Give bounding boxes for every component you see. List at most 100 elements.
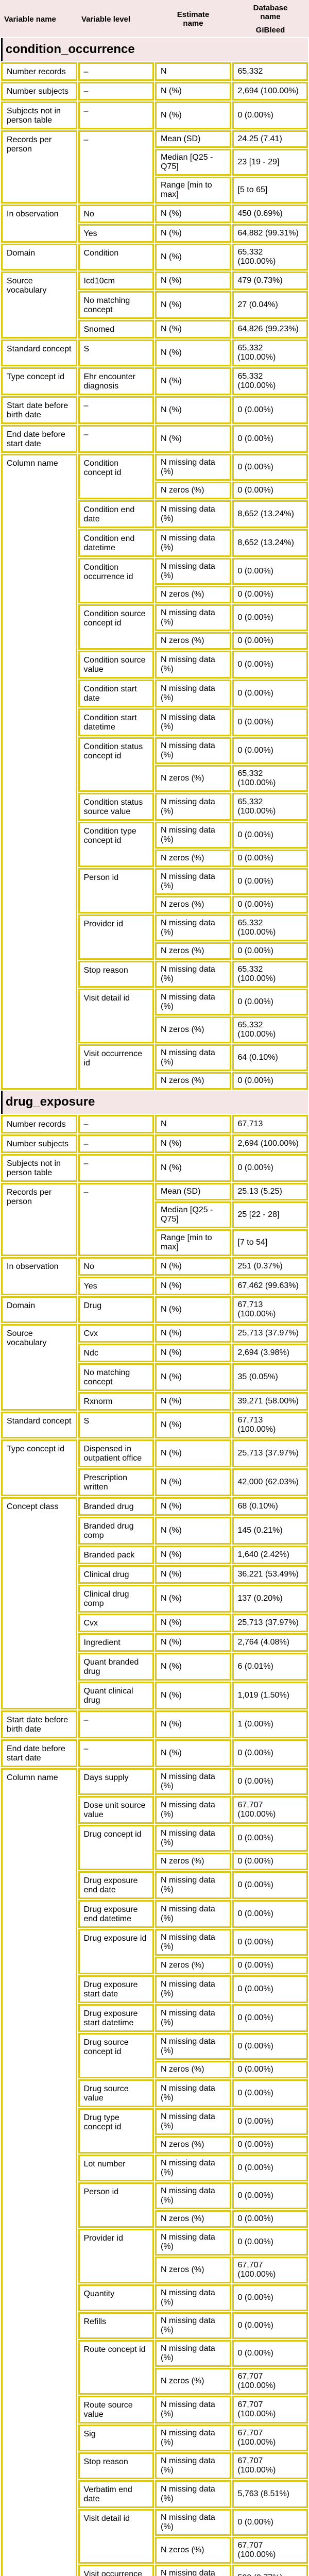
value-cell: 67,707 (100.00%) <box>232 2452 308 2479</box>
estimate-name-cell: N missing data (%) <box>155 1825 231 1852</box>
variable-level-cell: S <box>78 340 154 366</box>
value-cell: 0 (0.00%) <box>232 2229 308 2256</box>
table-row: Concept class Branded drug N (%) 68 (0.10%) <box>1 1497 308 1709</box>
variable-level-cell: – <box>78 62 154 81</box>
variable-name-cell: Records per person <box>1 130 77 204</box>
estimate-name-cell: N missing data (%) <box>155 2004 231 2032</box>
table-row: N zeros (%) 0 (0.00%) <box>1 850 308 867</box>
table-row: N zeros (%) 0 (0.00%) <box>1 1957 308 1974</box>
variable-level-cell: – <box>78 101 154 129</box>
value-cell: 65,332 (100.00%) <box>232 1016 308 1043</box>
variable-name-cell: Domain <box>1 244 77 270</box>
variable-level-cell: Dispensed in outpatient office <box>78 1439 154 1467</box>
table-row: Branded pack N (%) 1,640 (2.42%) <box>1 1546 308 1564</box>
variable-level-cell: Yes <box>78 1277 154 1295</box>
estimate-name-cell: N zeros (%) <box>155 2368 231 2395</box>
table-row: In observation No N (%) 251 (0.37%) <box>1 1257 308 1295</box>
estimate-name-cell: N zeros (%) <box>155 1016 231 1043</box>
variable-level-cell: Condition end date <box>78 500 154 528</box>
variable-name-cell: Subjects not in person table <box>1 101 77 129</box>
table-row: Quantity N missing data (%) 0 (0.00%) <box>1 2284 308 2311</box>
variable-level-cell: Dose unit source value <box>78 1796 154 1824</box>
variable-level-cell: Branded drug comp <box>78 1517 154 1545</box>
section-row: condition_occurrence <box>1 38 308 61</box>
variable-name-cell: Records per person <box>1 1183 77 1256</box>
value-cell: 24.25 (7.41) <box>232 130 308 148</box>
estimate-name-cell: N missing data (%) <box>155 2079 231 2107</box>
estimate-name-cell: N missing data (%) <box>155 1768 231 1795</box>
table-body: condition_occurrence Number records – N 65,3… <box>1 38 308 2576</box>
variable-level-cell: Condition start date <box>78 680 154 707</box>
estimate-name-cell: N zeros (%) <box>155 2136 231 2154</box>
table-row: Person id N missing data (%) 0 (0.00%) <box>1 2182 308 2228</box>
value-cell: 2,694 (100.00%) <box>232 1134 308 1153</box>
variable-name-cell: Start date before birth date <box>1 1710 77 1738</box>
variable-level-cell: Person id <box>78 868 154 913</box>
estimate-name-cell: N (%) <box>155 1363 231 1391</box>
col-header-estimate-name: Estimate name <box>177 10 210 28</box>
estimate-name-cell: N missing data (%) <box>155 1900 231 1928</box>
variable-name-cell: In observation <box>1 1257 77 1295</box>
table-row: Source vocabulary Cvx N (%) 25,713 (37.97%) <box>1 1324 308 1411</box>
estimate-name-cell: N missing data (%) <box>155 2108 231 2135</box>
table-row: No matching concept N (%) 35 (0.05%) <box>1 1363 308 1391</box>
variable-level-cell: Drug <box>78 1296 154 1323</box>
variable-name-cell: Column name <box>1 1768 77 2576</box>
estimate-name-cell: N missing data (%) <box>155 2155 231 2181</box>
value-cell: 0 (0.00%) <box>232 1768 308 1795</box>
value-cell: 0 (0.00%) <box>232 396 308 424</box>
estimate-name-cell: N (%) <box>155 1257 231 1276</box>
estimate-name-cell: Range [min to max] <box>155 177 231 204</box>
variable-name-cell: Column name <box>1 454 77 1090</box>
variable-level-cell: – <box>78 82 154 100</box>
value-cell: 67,462 (99.63%) <box>232 1277 308 1295</box>
value-cell: 0 (0.00%) <box>232 2108 308 2135</box>
estimate-name-cell: N (%) <box>155 1739 231 1767</box>
table-row: Number records – N 67,713 <box>1 1115 308 1133</box>
table-row: Dose unit source value N missing data (%)… <box>1 1796 308 1824</box>
value-cell: 8,652 (13.24%) <box>232 500 308 528</box>
value-cell: 64,882 (99.31%) <box>232 224 308 243</box>
variable-level-cell: Route concept id <box>78 2340 154 2395</box>
table-row: Condition start date N missing data (%) 0 … <box>1 680 308 707</box>
estimate-name-cell: N <box>155 62 231 81</box>
table-row: Prescription written N (%) 42,000 (62.03%) <box>1 1468 308 1496</box>
variable-level-cell: Stop reason <box>78 961 154 988</box>
variable-level-cell: Quant branded drug <box>78 1653 154 1681</box>
section-row: drug_exposure <box>1 1091 308 1114</box>
variable-level-cell: Visit detail id <box>78 2509 154 2564</box>
value-cell: 0 (0.00%) <box>232 586 308 603</box>
table-row: N zeros (%) 0 (0.00%) <box>1 632 308 650</box>
estimate-name-cell: N (%) <box>155 1565 231 1584</box>
table-row: Number subjects – N (%) 2,694 (100.00%) <box>1 82 308 100</box>
table-row: Condition end datetime N missing data (%)… <box>1 529 308 557</box>
variable-level-cell: Route source value <box>78 2396 154 2424</box>
table-row: Drug exposure end date N missing data (%)… <box>1 1871 308 1899</box>
value-cell: 0 (0.00%) <box>232 604 308 631</box>
variable-level-cell: – <box>78 425 154 453</box>
table-row: Cvx N (%) 25,713 (37.97%) <box>1 1614 308 1632</box>
value-cell: 67,707 (100.00%) <box>232 2425 308 2451</box>
table-row: Condition status source value N missing d… <box>1 793 308 821</box>
value-cell: 0 (0.00%) <box>232 2136 308 2154</box>
table-row: Drug exposure id N missing data (%) 0 (0.0… <box>1 1929 308 1974</box>
estimate-name-cell: N (%) <box>155 1710 231 1738</box>
table-row: N zeros (%) 67,707 (100.00%) <box>1 2257 308 2283</box>
value-cell: 0 (0.00%) <box>232 1853 308 1870</box>
value-cell: 67,707 (100.00%) <box>232 2537 308 2564</box>
table-row: Clinical drug N (%) 36,221 (53.49%) <box>1 1565 308 1584</box>
table-row: Drug source concept id N missing data (%)… <box>1 2033 308 2078</box>
value-cell: 0 (0.00%) <box>232 101 308 129</box>
value-cell: 0 (0.00%) <box>232 2061 308 2078</box>
estimate-name-cell: N missing data (%) <box>155 1929 231 1956</box>
value-cell: 0 (0.00%) <box>232 896 308 913</box>
value-cell: 25 [22 - 28] <box>232 1201 308 1228</box>
table-row: Person id N missing data (%) 0 (0.00%) <box>1 868 308 913</box>
variable-name-cell: Number records <box>1 1115 77 1133</box>
estimate-name-cell: N missing data (%) <box>155 793 231 821</box>
value-cell: 520 (0.77%) <box>232 2565 308 2576</box>
value-cell: 67,707 (100.00%) <box>232 2257 308 2283</box>
table-row: Yes N (%) 64,882 (99.31%) <box>1 224 308 243</box>
value-cell: 67,713 <box>232 1115 308 1133</box>
table-row: Median [Q25 - Q75] 25 [22 - 28] <box>1 1201 308 1228</box>
